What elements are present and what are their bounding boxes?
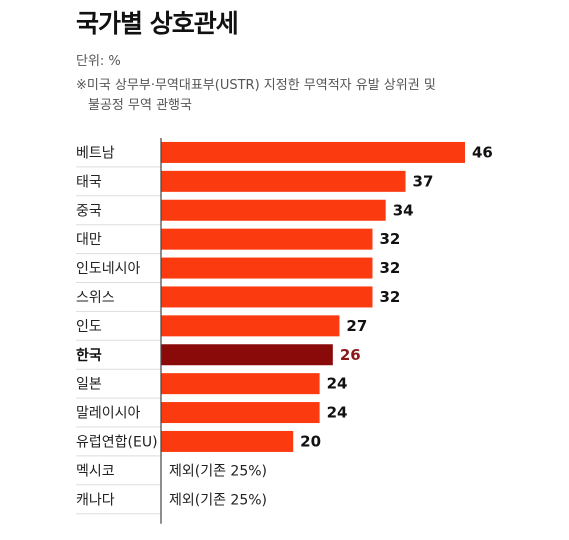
value-label: 27 [346,317,367,335]
note-line-2: 불공정 무역 관행국 [88,98,192,113]
value-label: 34 [393,201,414,219]
excluded-label: 제외(기존 25%) [169,492,267,508]
bar [161,141,465,163]
category-label: 베트남 [76,145,115,161]
category-label: 말레이시아 [76,406,141,422]
category-label: 인도네시아 [76,261,141,277]
category-label: 멕시코 [76,463,115,479]
category-label: 인도 [76,319,102,335]
category-label: 중국 [76,203,102,219]
bar [161,228,373,250]
category-label: 캐나다 [76,492,115,508]
bar [161,402,320,424]
bar [161,430,294,452]
value-label: 24 [327,404,348,422]
note-line-1: ※미국 상무부·무역대표부(USTR) 지정한 무역적자 유발 상위권 및 [76,78,436,93]
bar [161,170,406,192]
category-label: 스위스 [76,290,115,306]
value-label: 32 [379,230,400,248]
value-label: 32 [379,288,400,306]
bar [161,257,373,279]
category-label: 한국 [76,348,102,364]
bar [161,286,373,308]
category-label: 대만 [76,232,102,248]
chart-note: ※미국 상무부·무역대표부(USTR) 지정한 무역적자 유발 상위권 및 불공… [76,76,496,116]
value-label: 37 [413,172,434,190]
bar [161,199,386,221]
bar [161,344,333,366]
value-label: 24 [327,375,348,393]
chart-title: 국가별 상호관세 [76,9,239,38]
value-label: 26 [340,346,361,364]
category-label: 유럽연합(EU) [76,434,158,450]
excluded-label: 제외(기존 25%) [169,463,267,479]
bar [161,315,340,337]
value-label: 32 [379,259,400,277]
category-label: 일본 [76,377,102,393]
category-label: 태국 [76,174,102,190]
bar [161,373,320,395]
unit-label: 단위: % [76,54,121,69]
value-label: 46 [472,143,493,161]
value-label: 20 [300,432,321,450]
